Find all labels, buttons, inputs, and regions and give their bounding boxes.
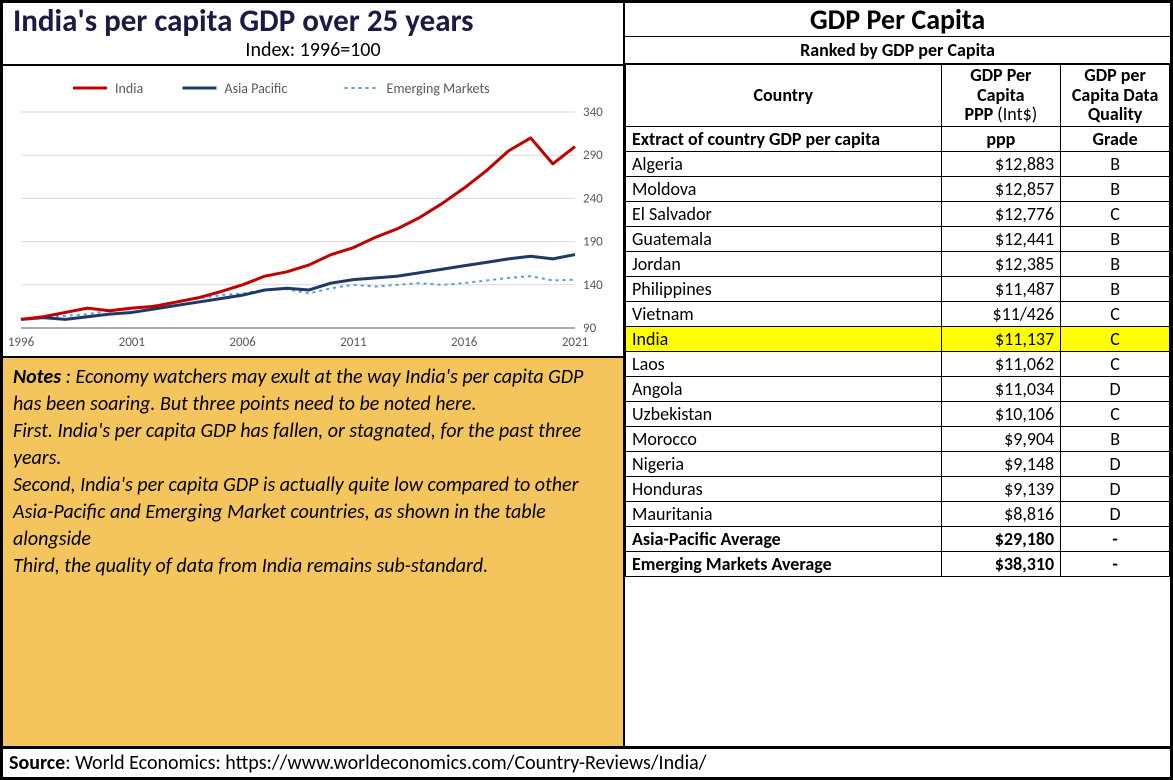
right-column: GDP Per Capita Ranked by GDP per Capita … (625, 3, 1170, 746)
table-row: Laos$11,062C (626, 352, 1170, 377)
gdp-table: Country GDP Per Capita PPP (Int$) GDP pe… (625, 64, 1170, 577)
table-row: Vietnam$11/426C (626, 302, 1170, 327)
svg-text:240: 240 (583, 191, 603, 206)
svg-text:Asia Pacific: Asia Pacific (225, 80, 288, 97)
table-row: El Salvador$12,776C (626, 202, 1170, 227)
table-row: Algeria$12,883B (626, 152, 1170, 177)
table-row: Angola$11,034D (626, 377, 1170, 402)
col-grade: GDP per Capita Data Quality (1061, 64, 1170, 126)
source-label: Source (9, 751, 65, 775)
table-row: Uzbekistan$10,106C (626, 402, 1170, 427)
svg-text:2011: 2011 (340, 335, 366, 350)
chart-title: India's per capita GDP over 25 years (3, 3, 623, 38)
table-row: Guatemala$12,441B (626, 227, 1170, 252)
table-title: GDP Per Capita (625, 3, 1170, 37)
source-bar: Source: World Economics: https://www.wor… (3, 748, 1170, 777)
svg-text:190: 190 (583, 235, 603, 250)
table-row: Moldova$12,857B (626, 177, 1170, 202)
table-row: Honduras$9,139D (626, 477, 1170, 502)
svg-text:2006: 2006 (229, 335, 256, 350)
svg-text:290: 290 (583, 148, 603, 163)
svg-text:340: 340 (583, 105, 603, 120)
left-column: India's per capita GDP over 25 years Ind… (3, 3, 625, 746)
table-row: India$11,137C (626, 327, 1170, 352)
table-row: Asia-Pacific Average$29,180- (626, 527, 1170, 552)
gdp-line-chart: 90 140 190 240 290 340 1996 2001 2006 2011 2016 202… (3, 66, 623, 356)
svg-text:2001: 2001 (119, 335, 145, 350)
table-row: Emerging Markets Average$38,310- (626, 552, 1170, 577)
notes-label: Notes (13, 365, 61, 389)
svg-text:2016: 2016 (451, 335, 478, 350)
svg-text:2021: 2021 (562, 335, 588, 350)
svg-text:140: 140 (583, 278, 603, 293)
table-row: Philippines$11,487B (626, 277, 1170, 302)
svg-text:90: 90 (583, 321, 597, 336)
table-row: Jordan$12,385B (626, 252, 1170, 277)
notes-panel: Notes : Economy watchers may exult at th… (3, 358, 623, 746)
table-row: Mauritania$8,816D (626, 502, 1170, 527)
col-country: Country (626, 64, 942, 126)
table-subtitle: Ranked by GDP per Capita (625, 37, 1170, 64)
chart-panel: India's per capita GDP over 25 years Ind… (3, 3, 623, 358)
svg-text:India: India (115, 80, 143, 97)
source-text: : World Economics: https://www.worldecon… (65, 751, 706, 775)
table-row: Nigeria$9,148D (626, 452, 1170, 477)
svg-text:Emerging Markets: Emerging Markets (387, 80, 490, 97)
main-area: India's per capita GDP over 25 years Ind… (3, 3, 1170, 748)
svg-text:1996: 1996 (8, 335, 35, 350)
table-row: Morocco$9,904B (626, 427, 1170, 452)
table-header-row: Country GDP Per Capita PPP (Int$) GDP pe… (626, 64, 1170, 126)
notes-body: : Economy watchers may exult at the way … (13, 365, 583, 578)
page: India's per capita GDP over 25 years Ind… (0, 0, 1173, 780)
table-subhead-row: Extract of country GDP per capitapppGrad… (626, 127, 1170, 152)
col-ppp: GDP Per Capita PPP (Int$) (941, 64, 1061, 126)
chart-subtitle: Index: 1996=100 (3, 38, 623, 66)
